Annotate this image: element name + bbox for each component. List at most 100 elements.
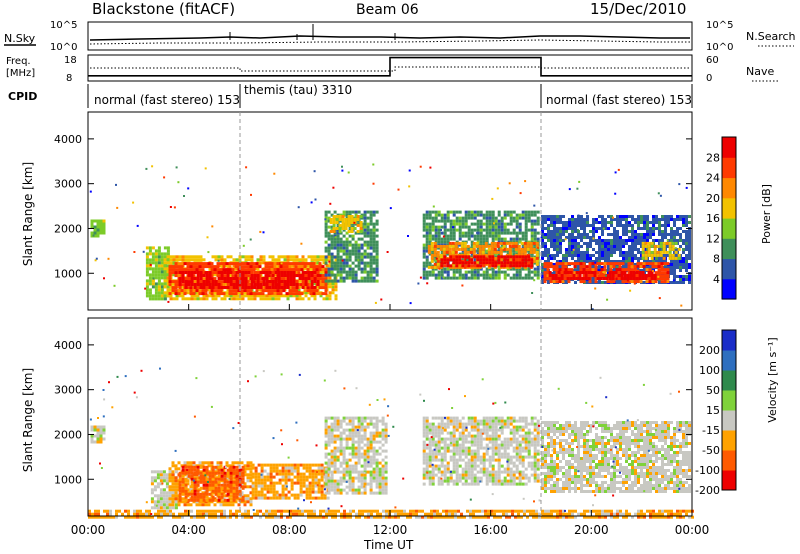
power-speck <box>626 279 629 282</box>
power-cell <box>298 277 302 280</box>
velocity-cell <box>219 461 223 465</box>
power-cell <box>163 264 167 268</box>
power-cell <box>685 221 688 224</box>
power-cell <box>592 260 595 263</box>
power-cell <box>628 221 631 224</box>
power-cell <box>644 253 648 257</box>
power-speck <box>548 254 551 257</box>
power-cell <box>650 256 654 260</box>
power-cell <box>583 242 586 245</box>
power-cell <box>551 274 555 277</box>
power-cell <box>324 249 328 253</box>
power-cell <box>524 219 528 223</box>
power-cell <box>372 246 376 250</box>
power-cell <box>443 258 447 262</box>
power-colorbar-swatch <box>722 238 736 260</box>
power-cell <box>90 234 94 238</box>
power-cell <box>527 264 531 268</box>
power-cell <box>479 210 483 214</box>
power-cell <box>422 255 426 259</box>
power-cell <box>666 271 670 275</box>
power-cell <box>476 258 480 262</box>
power-cell <box>184 283 188 286</box>
power-cell <box>526 244 530 248</box>
velocity-cell <box>171 485 175 489</box>
power-cell <box>372 279 376 283</box>
power-cell <box>222 262 226 266</box>
power-cell <box>226 286 230 289</box>
power-speck <box>204 167 207 170</box>
power-cell <box>273 268 277 272</box>
power-cell <box>494 219 498 223</box>
power-speck <box>685 186 688 189</box>
velocity-cell <box>187 468 191 472</box>
power-speck <box>407 235 409 237</box>
power-cell <box>461 219 465 223</box>
power-cell <box>331 291 335 295</box>
power-cell <box>356 218 360 221</box>
power-cell <box>342 261 346 265</box>
power-cell <box>369 279 373 283</box>
velocity-cell <box>171 473 175 477</box>
power-cell <box>497 234 501 238</box>
power-cell <box>316 255 320 259</box>
power-cell <box>670 230 673 233</box>
power-cell <box>607 251 610 254</box>
power-cell <box>366 252 370 256</box>
power-cell <box>571 245 574 248</box>
power-cell <box>289 283 293 286</box>
power-cell <box>313 286 317 289</box>
power-speck <box>218 271 221 274</box>
power-cell <box>307 264 311 268</box>
power-cell <box>181 274 185 277</box>
power-cell <box>473 255 477 259</box>
velocity-cell <box>208 483 212 487</box>
power-cell <box>452 273 456 277</box>
power-cell <box>470 240 474 244</box>
power-cell <box>637 260 640 263</box>
power-cell <box>579 265 583 269</box>
power-cell <box>643 221 646 224</box>
power-cell <box>282 268 286 272</box>
power-cell <box>292 280 296 283</box>
power-cell <box>440 273 444 277</box>
power-cell <box>220 255 224 259</box>
power-cell <box>321 292 325 296</box>
power-cell <box>656 250 660 254</box>
power-cell <box>476 231 480 235</box>
power-cell <box>533 219 537 223</box>
power-cell <box>592 278 595 281</box>
power-cell <box>360 231 364 235</box>
power-cell <box>660 271 664 275</box>
power-cell <box>223 258 227 262</box>
power-cell <box>485 267 489 271</box>
power-speck <box>658 297 661 300</box>
power-cell <box>174 268 178 272</box>
velocity-cell <box>178 480 182 484</box>
power-cell <box>322 297 326 301</box>
power-cell <box>659 241 663 245</box>
power-cell <box>664 236 667 239</box>
velocity-cell <box>199 495 203 499</box>
power-cell <box>635 271 639 274</box>
power-cell <box>469 250 473 254</box>
power-cell <box>446 264 450 268</box>
power-cell <box>148 267 152 271</box>
power-cell <box>345 255 349 259</box>
power-cell <box>607 272 610 275</box>
power-cell <box>247 294 251 298</box>
power-cell <box>276 268 280 272</box>
power-cell <box>285 268 289 272</box>
power-speck <box>280 262 283 265</box>
power-cell <box>568 239 571 242</box>
power-cell <box>497 231 501 235</box>
power-cell <box>646 221 649 224</box>
power-cell <box>375 258 379 262</box>
power-cell <box>428 231 432 235</box>
power-cell <box>265 271 269 274</box>
power-cell <box>331 288 335 292</box>
power-cell <box>283 283 287 286</box>
power-cell <box>536 219 540 223</box>
power-cell <box>661 239 664 242</box>
